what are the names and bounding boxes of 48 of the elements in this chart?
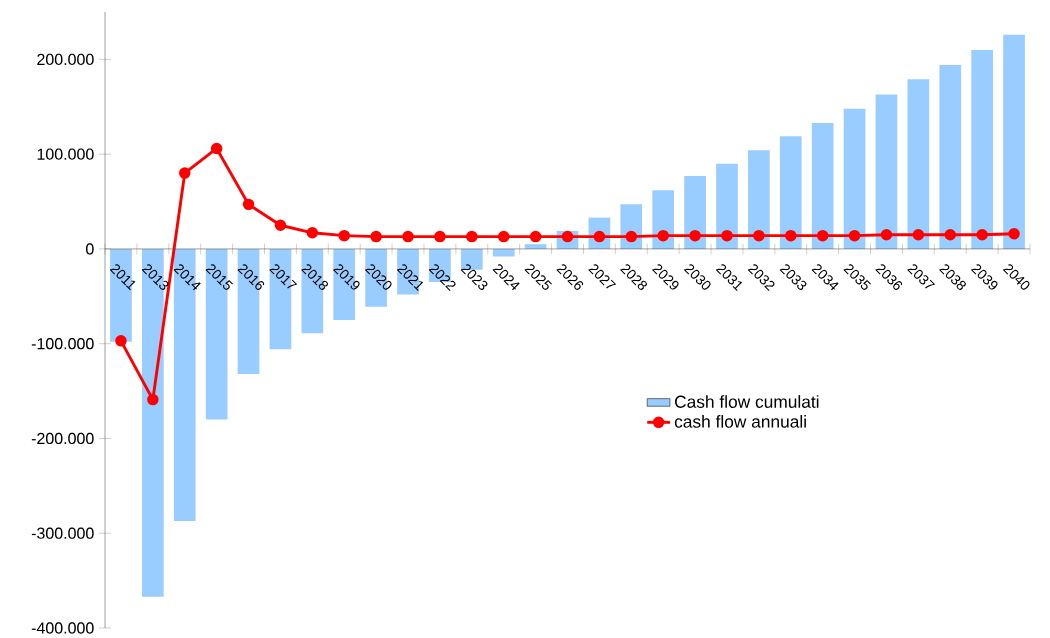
bar bbox=[907, 79, 930, 249]
point bbox=[721, 229, 733, 242]
point bbox=[147, 393, 159, 406]
bar bbox=[684, 175, 706, 249]
y-tick-label: 0 bbox=[86, 243, 94, 255]
point bbox=[115, 335, 127, 347]
point bbox=[976, 228, 988, 241]
point bbox=[625, 230, 638, 243]
point bbox=[753, 229, 765, 242]
point bbox=[402, 230, 414, 243]
point bbox=[370, 230, 382, 243]
point bbox=[497, 230, 510, 243]
point bbox=[274, 219, 287, 231]
point bbox=[880, 228, 893, 241]
point bbox=[689, 229, 701, 242]
point bbox=[1008, 227, 1020, 240]
bar bbox=[843, 108, 866, 249]
y-tick-label: 100.000 bbox=[37, 148, 94, 160]
point bbox=[657, 229, 669, 242]
bar bbox=[716, 163, 738, 249]
point bbox=[912, 228, 925, 241]
bar bbox=[971, 49, 993, 249]
point bbox=[785, 229, 797, 242]
point bbox=[848, 229, 861, 242]
point bbox=[466, 230, 478, 243]
y-tick-label: 200.000 bbox=[37, 53, 94, 65]
point bbox=[179, 167, 191, 179]
point bbox=[434, 230, 446, 243]
legend-label: cash flow annuali bbox=[674, 415, 806, 428]
point bbox=[816, 229, 829, 242]
y-tick-label: -300.000 bbox=[31, 527, 94, 539]
bar bbox=[779, 136, 802, 249]
bar bbox=[492, 248, 515, 257]
point bbox=[210, 142, 223, 155]
bar bbox=[748, 150, 770, 249]
point bbox=[338, 229, 350, 242]
y-tick-label: -400.000 bbox=[31, 622, 94, 634]
point bbox=[242, 198, 255, 211]
bar bbox=[811, 122, 834, 249]
legend-label: Cash flow cumulati bbox=[675, 395, 819, 408]
point bbox=[306, 227, 319, 239]
y-tick-label: -200.000 bbox=[31, 432, 94, 445]
point bbox=[529, 230, 542, 243]
bar bbox=[1003, 34, 1025, 249]
bar bbox=[875, 94, 898, 249]
y-tick-label: -100.000 bbox=[31, 337, 94, 350]
point bbox=[944, 228, 956, 241]
bar bbox=[939, 65, 962, 249]
